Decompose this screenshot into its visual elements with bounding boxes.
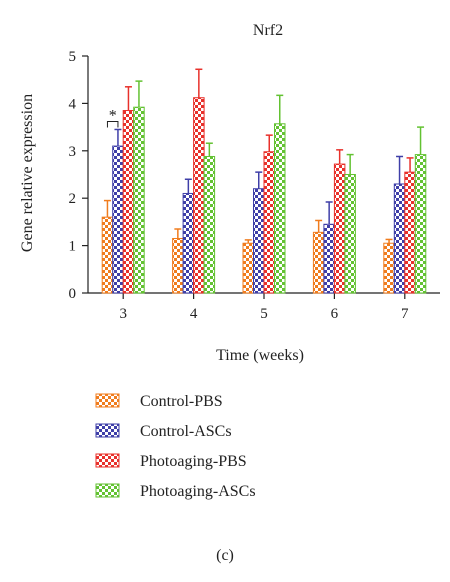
figure-caption: (c) [216,547,234,564]
bar-photoaging-ascs-week-3 [133,106,145,294]
bar-control-pbs-week-6 [312,231,325,294]
legend: Control-PBS Control-ASCs Photoaging-PBS Pho… [95,393,256,500]
x-tick-label: 6 [331,306,339,322]
bar-control-pbs-week-4 [172,237,184,294]
bar-control-ascs-week-6 [323,223,335,294]
y-tick-label: 1 [69,239,77,255]
bars: * [101,68,427,294]
y-tick-label: 2 [69,191,77,207]
legend-swatch [95,453,120,468]
bar-control-ascs-week-4 [182,192,195,294]
bar-photoaging-pbs-week-4 [193,97,205,294]
bar-photoaging-ascs-week-4 [203,155,216,294]
legend-label: Control-PBS [140,393,223,410]
legend-label: Photoaging-PBS [140,453,247,470]
significance-marker: * [109,107,117,124]
y-tick-label: 0 [69,286,77,302]
y-axis-label: Gene relative expression [19,94,36,252]
bar-photoaging-ascs-week-6 [344,174,356,294]
x-tick-label: 5 [260,306,268,322]
y-tick-label: 3 [69,144,77,160]
bar-control-ascs-week-3 [112,145,124,294]
y-tick-label: 4 [69,96,77,112]
x-tick-label: 4 [190,306,198,322]
x-tick-label: 3 [119,306,127,322]
bar-control-ascs-week-5 [253,188,265,294]
bar-photoaging-ascs-week-7 [414,154,427,294]
legend-label: Photoaging-ASCs [140,483,256,500]
legend-swatch [95,423,120,438]
axes: 0 1 2 3 4 5 3 4 5 6 7 [69,49,440,322]
legend-swatch [95,483,120,498]
legend-swatch [95,393,120,408]
legend-label: Control-ASCs [140,423,232,440]
bar-photoaging-pbs-week-5 [263,151,275,294]
bar-photoaging-pbs-week-3 [122,110,135,294]
bar-control-pbs-week-5 [242,242,254,294]
chart-title: Nrf2 [253,22,283,39]
bar-control-ascs-week-7 [393,183,406,294]
bar-photoaging-pbs-week-6 [333,163,346,294]
y-tick-label: 5 [69,49,77,65]
x-axis-label: Time (weeks) [216,347,304,364]
bar-photoaging-pbs-week-7 [404,171,416,294]
x-tick-label: 7 [401,306,409,322]
bar-photoaging-ascs-week-5 [274,123,286,294]
bar-control-pbs-week-7 [383,242,395,294]
bar-control-pbs-week-3 [101,216,114,294]
significance-bracket [106,120,119,128]
